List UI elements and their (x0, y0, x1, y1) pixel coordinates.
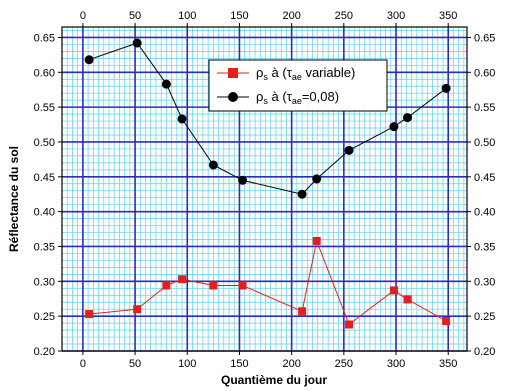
data-point-circle (208, 160, 218, 170)
legend-black-label: ρs à (τae=0,08) (256, 89, 339, 106)
data-point-circle (161, 79, 171, 89)
y-tick-label-left: 0.50 (34, 137, 55, 149)
x-tick-label-bottom: 100 (178, 358, 196, 370)
data-point-square (389, 286, 398, 295)
y-tick-label-left: 0.60 (34, 67, 55, 79)
data-point-square (312, 236, 321, 245)
y-tick-label-left: 0.65 (34, 32, 55, 44)
legend-box (208, 59, 388, 112)
y-tick-label-right: 0.20 (474, 346, 495, 358)
legend: ρs à (τae variable) ρs à (τae=0,08) (208, 59, 388, 112)
x-tick-label-top: 250 (335, 10, 353, 22)
y-tick-label-left: 0.35 (34, 241, 55, 253)
x-tick-label-bottom: 150 (230, 358, 248, 370)
data-point-circle (403, 113, 413, 123)
data-point-circle (389, 122, 399, 132)
data-point-circle (238, 175, 248, 185)
legend-red-label: ρs à (τae variable) (256, 65, 355, 82)
series-red (85, 236, 451, 329)
y-axis-title: Réflectance du sol (7, 146, 21, 252)
data-point-square (298, 307, 307, 316)
y-tick-label-right: 0.60 (474, 67, 495, 79)
x-axis-title: Quantième du jour (221, 373, 327, 387)
data-point-square (178, 275, 187, 284)
series-layer (84, 38, 451, 329)
x-tick-label-top: 50 (129, 10, 141, 22)
data-point-square (442, 317, 451, 326)
x-tick-label-top: 0 (80, 10, 86, 22)
data-point-square (85, 310, 94, 319)
x-tick-label-bottom: 300 (387, 358, 405, 370)
x-tick-label-bottom: 0 (80, 358, 86, 370)
y-tick-label-right: 0.65 (474, 32, 495, 44)
y-tick-label-left: 0.20 (34, 346, 55, 358)
data-point-circle (177, 114, 187, 124)
y-tick-label-right: 0.30 (474, 276, 495, 288)
x-tick-label-bottom: 350 (439, 358, 457, 370)
x-tick-label-top: 350 (439, 10, 457, 22)
plot-frame (61, 26, 468, 352)
legend-entry-black: ρs à (τae=0,08) (217, 89, 339, 106)
y-tick-label-right: 0.35 (474, 241, 495, 253)
data-point-square (345, 320, 354, 329)
minor-grid (61, 27, 467, 351)
y-tick-label-left: 0.25 (34, 311, 55, 323)
x-tick-label-top: 100 (178, 10, 196, 22)
y-tick-label-left: 0.30 (34, 276, 55, 288)
y-tick-label-left: 0.45 (34, 172, 55, 184)
legend-black-circle (228, 92, 238, 102)
data-point-square (162, 281, 171, 290)
legend-red-square (228, 68, 238, 78)
y-tick-label-right: 0.50 (474, 137, 495, 149)
data-point-circle (312, 174, 322, 184)
data-point-circle (441, 83, 451, 93)
axis-ticks (58, 23, 471, 355)
tick-labels: 0 0 50 50 100 100 150 150 200 200 250 250 300 300 350 3… (34, 10, 496, 370)
x-tick-label-bottom: 250 (335, 358, 353, 370)
y-tick-label-right: 0.25 (474, 311, 495, 323)
x-tick-label-bottom: 50 (129, 358, 141, 370)
y-tick-label-right: 0.55 (474, 102, 495, 114)
series-black (84, 38, 451, 199)
data-point-square (403, 295, 412, 304)
data-point-circle (132, 38, 142, 48)
data-point-circle (84, 55, 94, 65)
y-tick-label-left: 0.40 (34, 207, 55, 219)
x-tick-label-top: 200 (282, 10, 300, 22)
y-tick-label-left: 0.55 (34, 102, 55, 114)
x-tick-label-bottom: 200 (282, 358, 300, 370)
y-tick-label-right: 0.45 (474, 172, 495, 184)
x-tick-label-top: 150 (230, 10, 248, 22)
data-point-circle (344, 145, 354, 155)
data-point-square (238, 281, 247, 290)
data-point-square (133, 305, 142, 314)
data-point-circle (297, 189, 307, 199)
data-point-square (209, 281, 218, 290)
y-tick-label-right: 0.40 (474, 207, 495, 219)
legend-entry-red: ρs à (τae variable) (217, 65, 355, 82)
x-tick-label-top: 300 (387, 10, 405, 22)
